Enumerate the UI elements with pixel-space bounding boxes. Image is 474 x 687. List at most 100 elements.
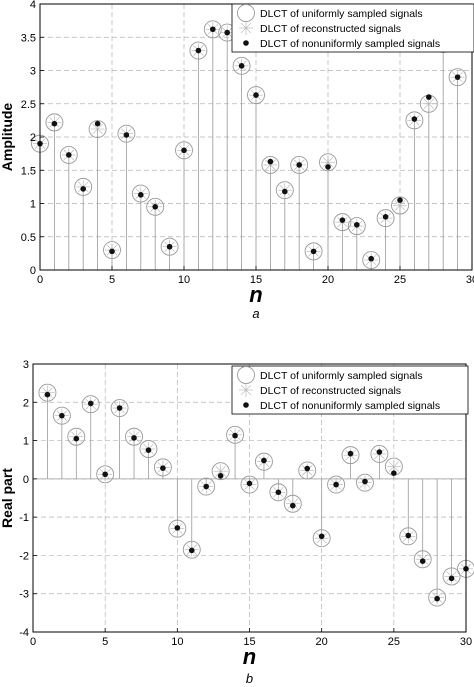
data-point-circle-open [45, 113, 64, 132]
data-point-dot [217, 472, 224, 479]
legend-label: DLCT of reconstructed signals [260, 23, 401, 35]
legend: DLCT of uniformly sampled signals DLCT of… [231, 365, 469, 415]
data-point-circle-open [356, 473, 374, 492]
data-point-dot [123, 132, 130, 138]
y-tick-label: 2 [30, 132, 36, 144]
x-tick-label: 20 [316, 636, 328, 648]
data-point-dot [382, 214, 389, 220]
y-axis-label: Amplitude [0, 103, 15, 172]
x-tick-label: 30 [460, 636, 472, 648]
legend-label: DLCT of uniformly sampled signals [260, 370, 423, 382]
data-point-circle-open [304, 242, 323, 261]
data-point-dot [339, 217, 346, 223]
data-point-dot [290, 502, 296, 509]
data-point-dot [448, 575, 455, 582]
x-tick-label: 15 [250, 274, 262, 286]
stems [47, 392, 467, 598]
data-point-dot [59, 412, 65, 419]
data-point-dot [66, 152, 72, 158]
y-tick-label: 0 [30, 265, 36, 277]
y-tick-label: 2.5 [21, 99, 36, 111]
panel-caption: b [246, 671, 253, 686]
legend-marker-star [239, 383, 253, 397]
star-marker-ray [240, 22, 252, 34]
data-point-circle-open [52, 406, 71, 425]
data-point-circle-open [38, 383, 57, 402]
y-tick-label: 2 [23, 397, 29, 409]
data-point-dot [405, 532, 412, 539]
y-tick-label: 4 [30, 0, 36, 11]
data-point-circle-open [275, 181, 294, 200]
legend-marker-dot [243, 402, 249, 408]
star-marker-ray [394, 200, 406, 211]
data-point-dot [152, 204, 158, 210]
x-axis-label: n [243, 644, 256, 669]
data-point-circle-open [413, 550, 432, 569]
data-point-circle-open [74, 177, 93, 196]
data-point-dot [261, 457, 267, 464]
data-point-circle-open [168, 519, 187, 538]
data-point-dot [188, 547, 195, 554]
data-point-dot [232, 432, 238, 439]
data-point-dot [296, 162, 303, 168]
data-point-circle-open [203, 20, 222, 39]
data-point-dot [195, 47, 202, 54]
data-point-dot [267, 158, 274, 165]
data-point-dot [166, 243, 173, 250]
data-point-dot [138, 192, 144, 198]
data-point-dot [282, 188, 288, 195]
y-axis-label: Real part [0, 468, 15, 528]
data-point-circle-open [391, 196, 409, 215]
data-point-circle-open [247, 86, 265, 105]
data-point-circle-open [232, 56, 251, 75]
data-point-circle-open [362, 251, 381, 269]
data-point-circle-open [96, 465, 115, 484]
data-point-dot [368, 255, 375, 262]
data-point-circle-open [312, 529, 331, 548]
y-tick-label: 3.5 [21, 32, 36, 44]
x-axis-label: n [249, 282, 262, 307]
x-tick-label: 15 [243, 636, 255, 648]
data-point-circle-open [341, 446, 360, 465]
data-point-circle-open [110, 399, 129, 417]
legend-box [231, 365, 469, 415]
legend: DLCT of uniformly sampled signals DLCT of… [231, 3, 474, 53]
data-point-circle-open [442, 567, 461, 586]
data-point-circle-open [370, 445, 389, 463]
data-point-dot [224, 29, 230, 36]
data-point-dot [253, 92, 259, 98]
data-point-dot [362, 478, 368, 485]
legend-marker-dot [243, 40, 249, 46]
data-point-circle-open [81, 395, 100, 414]
star-marker-ray [388, 461, 399, 472]
chart-panel-2: 0 5 10 15 20 25 30 -4 -3 -2 -1 0 1 2 3 n Real part b DLCT … [0, 359, 474, 686]
data-point-circle-open [175, 141, 193, 160]
data-point-dot [160, 465, 166, 471]
data-point-dot [109, 248, 115, 255]
y-tick-label: -4 [19, 627, 29, 639]
data-point-dot [94, 120, 101, 127]
y-tick-label: 1.5 [21, 165, 36, 177]
data-point-dot [426, 94, 432, 100]
data-point-dot [203, 483, 209, 490]
data-point-circle-open [117, 124, 136, 143]
data-point-dot [391, 470, 397, 476]
data-point-dot [354, 221, 360, 228]
data-point-dot [238, 63, 245, 69]
data-point-circle-open [103, 241, 121, 260]
data-point-dot [419, 558, 426, 564]
series-star [40, 385, 473, 605]
data-point-circle-open [261, 155, 280, 174]
legend-label: DLCT of nonuniformly sampled signals [260, 38, 440, 50]
data-point-circle-open [197, 477, 216, 496]
data-point-circle-open [226, 425, 245, 444]
data-point-circle-open [67, 427, 86, 446]
data-point-dot [397, 197, 403, 203]
data-point-circle-open [139, 440, 158, 458]
data-point-circle-open [153, 458, 172, 477]
series-circle-open [38, 383, 474, 607]
data-point-dot [246, 480, 253, 487]
stems [39, 29, 473, 270]
data-point-dot [347, 450, 354, 457]
